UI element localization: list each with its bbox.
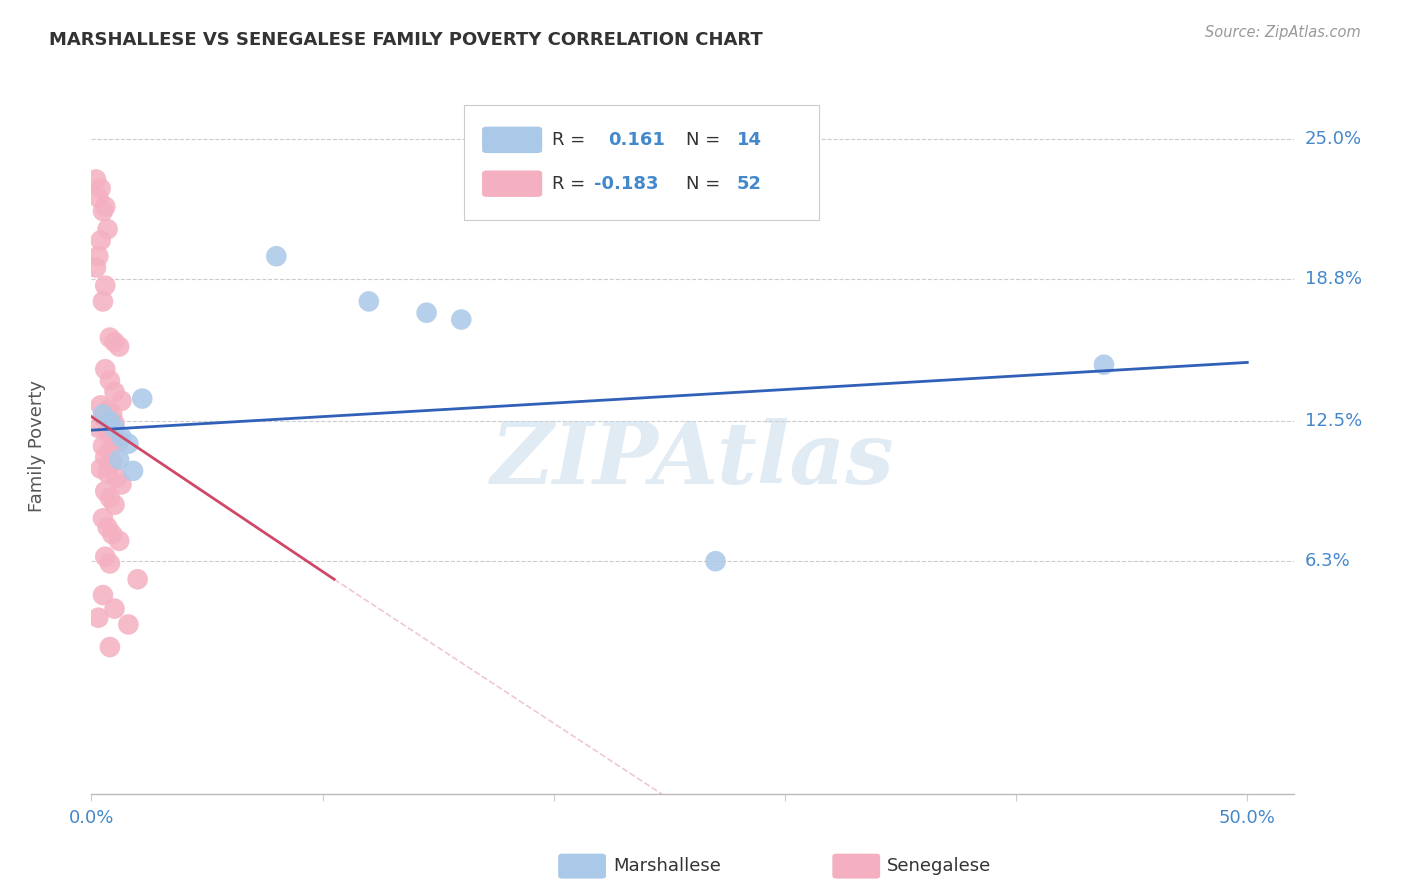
Point [122, 464, 145, 478]
Text: MARSHALLESE VS SENEGALESE FAMILY POVERTY CORRELATION CHART: MARSHALLESE VS SENEGALESE FAMILY POVERTY… [49, 31, 763, 49]
Point [90, 398, 112, 412]
Text: N =: N = [686, 131, 727, 149]
Point [110, 477, 132, 491]
Point [91, 439, 114, 453]
Point [415, 306, 437, 320]
Point [108, 340, 131, 354]
Point [91, 294, 114, 309]
Point [117, 617, 139, 632]
Point [87, 249, 110, 263]
Point [117, 436, 139, 450]
Point [450, 312, 472, 326]
Point [101, 527, 124, 541]
FancyBboxPatch shape [482, 170, 543, 197]
FancyBboxPatch shape [482, 127, 543, 153]
Point [97, 222, 120, 236]
Text: 14: 14 [737, 131, 762, 149]
Point [108, 533, 131, 548]
Point [103, 421, 125, 435]
Point [98, 330, 121, 344]
Point [91, 588, 114, 602]
Text: -0.183: -0.183 [593, 175, 658, 193]
Point [103, 601, 125, 615]
Point [84, 172, 107, 186]
Point [91, 409, 114, 424]
Point [266, 249, 288, 263]
Point [87, 610, 110, 624]
Point [110, 393, 132, 408]
Point [98, 491, 121, 505]
Point [94, 200, 117, 214]
Point [103, 498, 125, 512]
Point [94, 484, 117, 499]
Point [90, 234, 112, 248]
Point [103, 417, 125, 431]
Text: Marshallese: Marshallese [613, 857, 721, 875]
Text: ZIPAtlas: ZIPAtlas [491, 418, 894, 501]
Point [108, 434, 131, 449]
Point [94, 412, 117, 426]
Point [131, 392, 153, 406]
Point [101, 455, 124, 469]
Text: 18.8%: 18.8% [1305, 270, 1361, 288]
Point [94, 278, 117, 293]
Point [84, 260, 107, 275]
Point [97, 466, 120, 480]
Point [101, 430, 124, 444]
Point [105, 470, 128, 484]
Point [97, 402, 120, 417]
Point [98, 640, 121, 654]
Point [108, 452, 131, 467]
Point [94, 549, 117, 564]
Text: R =: R = [551, 131, 596, 149]
Point [98, 374, 121, 388]
Point [103, 335, 125, 350]
Point [91, 511, 114, 525]
Point [87, 190, 110, 204]
Point [101, 408, 124, 422]
Point [704, 554, 727, 568]
Text: 0.161: 0.161 [609, 131, 665, 149]
Text: 12.5%: 12.5% [1305, 412, 1362, 430]
Text: N =: N = [686, 175, 727, 193]
Point [98, 443, 121, 458]
FancyBboxPatch shape [464, 105, 818, 220]
Text: 6.3%: 6.3% [1305, 552, 1350, 570]
Text: 25.0%: 25.0% [1305, 129, 1362, 148]
Point [97, 425, 120, 440]
Text: Family Poverty: Family Poverty [28, 380, 46, 512]
Point [94, 450, 117, 465]
Point [357, 294, 380, 309]
Point [127, 572, 149, 586]
Text: R =: R = [551, 175, 591, 193]
Point [1092, 358, 1115, 372]
Point [97, 520, 120, 534]
Point [94, 362, 117, 376]
Point [90, 461, 112, 475]
Text: Source: ZipAtlas.com: Source: ZipAtlas.com [1205, 25, 1361, 40]
Point [90, 181, 112, 195]
Point [98, 414, 121, 428]
Point [91, 204, 114, 219]
Text: Senegalese: Senegalese [887, 857, 991, 875]
Point [110, 430, 132, 444]
Point [98, 557, 121, 571]
Point [103, 384, 125, 399]
Point [98, 414, 121, 428]
Point [87, 421, 110, 435]
Point [91, 408, 114, 422]
Text: 52: 52 [737, 175, 762, 193]
